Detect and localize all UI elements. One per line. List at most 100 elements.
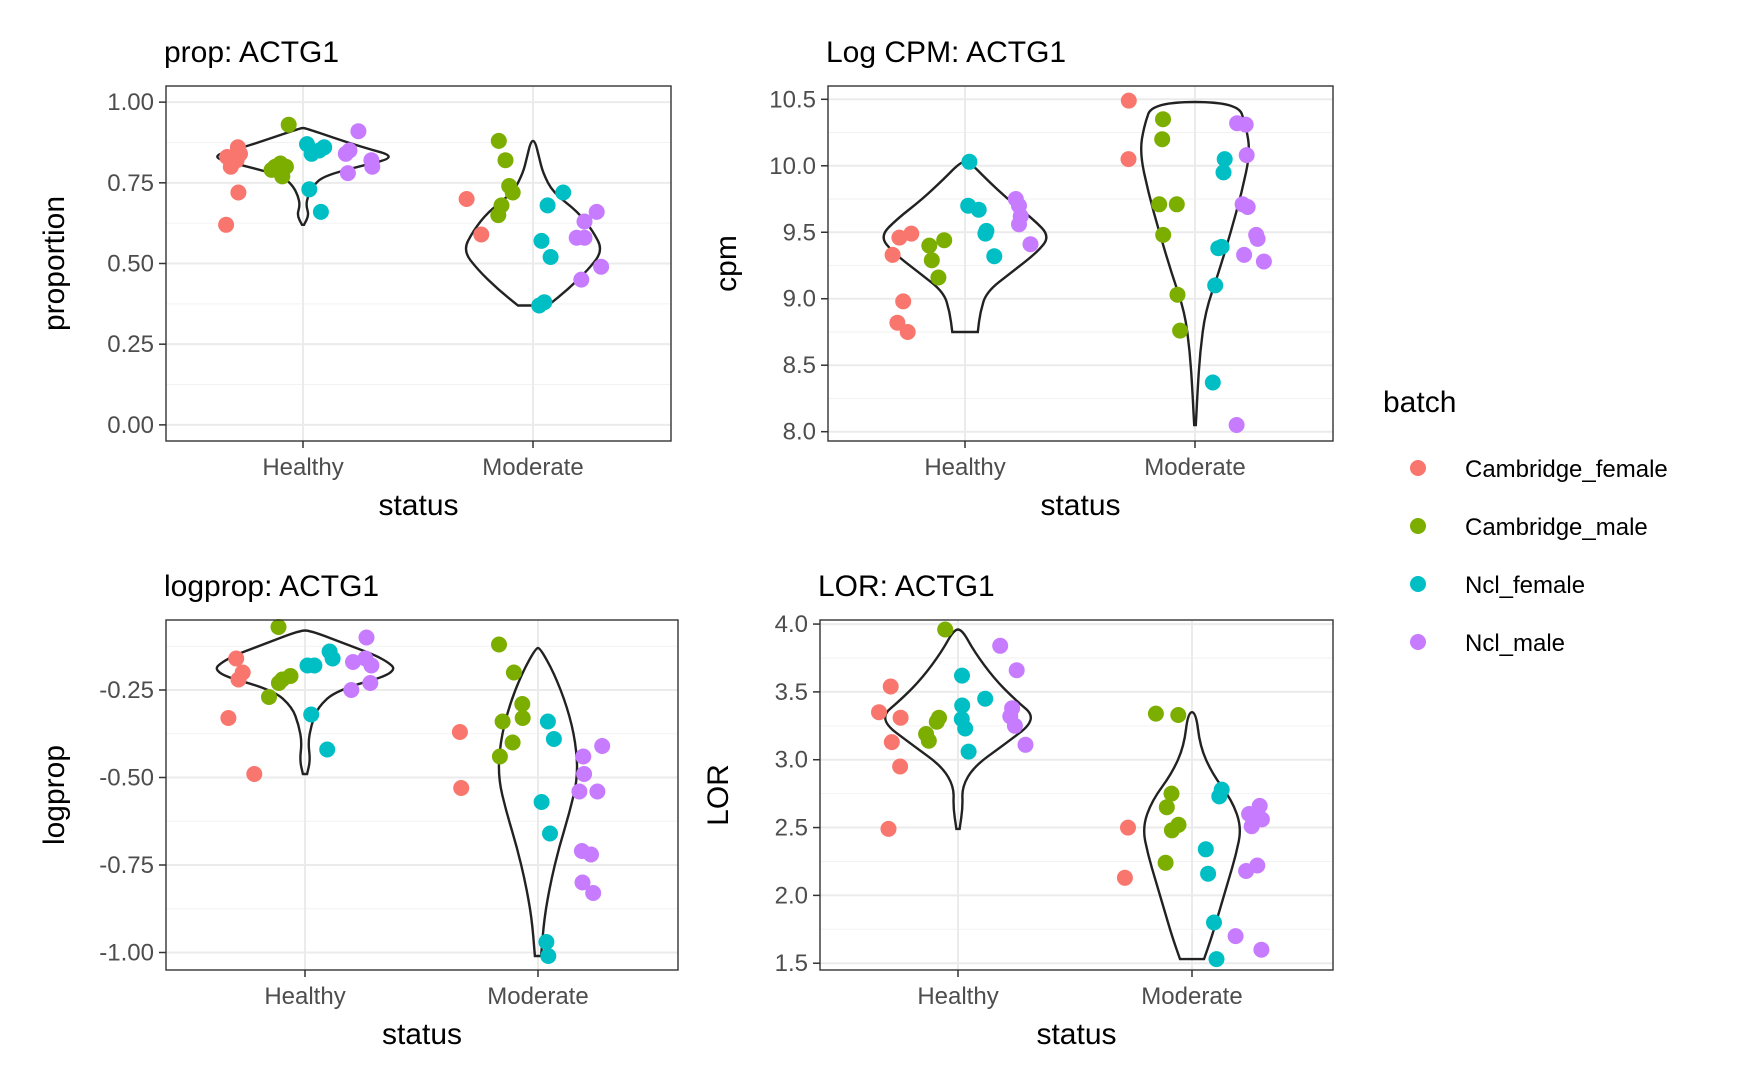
data-point-ncl-female — [533, 232, 550, 249]
data-point-cambridge-male — [1158, 799, 1175, 816]
data-point-ncl-male — [568, 229, 585, 246]
panel-proportion: 0.00 0.25 0.50 0.75 1.00 Healthy Moderate prop:… — [38, 36, 672, 522]
data-point-cambridge-male — [936, 232, 953, 249]
data-point-cambridge-male — [1155, 226, 1172, 243]
y-tick-label: 2.5 — [775, 815, 808, 842]
data-point-cambridge-male — [1155, 111, 1171, 128]
data-point-ncl-male — [358, 629, 375, 646]
violin-moderate — [497, 646, 579, 958]
data-point-ncl-male — [583, 846, 599, 863]
y-tick-label: -0.75 — [99, 852, 154, 879]
y-tick-label: 3.5 — [775, 679, 808, 706]
data-point-cambridge-female — [891, 229, 908, 246]
data-point-cambridge-female — [228, 152, 245, 169]
legend-title: batch — [1383, 386, 1456, 419]
data-point-ncl-female — [977, 690, 994, 707]
y-axis-title: logprop — [38, 745, 71, 845]
data-point-cambridge-female — [871, 704, 887, 721]
data-point-cambridge-male — [1163, 822, 1180, 839]
data-point-cambridge-male — [270, 675, 287, 691]
data-point-ncl-male — [1238, 863, 1255, 879]
data-point-ncl-male — [571, 783, 588, 800]
panel-lor: 1.5 2.0 2.5 3.0 3.5 4.0 Healthy Moderate LOR: AC… — [702, 570, 1334, 1051]
y-tick-label: 9.5 — [783, 219, 816, 246]
data-point-ncl-male — [1227, 928, 1244, 945]
data-point-ncl-male — [1243, 818, 1260, 835]
data-point-ncl-female — [1207, 277, 1224, 294]
data-point-ncl-male — [1008, 662, 1025, 679]
y-tick-label: 10.5 — [769, 86, 816, 113]
data-point-ncl-male — [1236, 246, 1253, 263]
data-point-ncl-female — [986, 248, 1003, 265]
data-point-ncl-male — [337, 145, 354, 162]
data-point-ncl-male — [350, 123, 367, 140]
data-point-ncl-female — [324, 650, 341, 667]
data-point-cambridge-male — [280, 116, 297, 133]
data-point-ncl-male — [339, 165, 356, 182]
panel-title: prop: ACTG1 — [164, 36, 339, 69]
data-point-cambridge-male — [274, 168, 291, 185]
x-tick-label-moderate: Moderate — [1144, 454, 1245, 481]
data-point-ncl-male — [1255, 253, 1272, 270]
y-tick-label: 8.5 — [783, 352, 816, 379]
y-tick-label: 0.25 — [107, 331, 154, 358]
data-point-ncl-male — [574, 874, 591, 891]
legend-item: Ncl_male — [1410, 630, 1565, 657]
data-point-cambridge-female — [220, 710, 237, 726]
y-axis-title: proportion — [38, 196, 71, 331]
data-point-cambridge-male — [494, 713, 511, 730]
data-point-ncl-female — [977, 225, 994, 242]
y-tick-label: 0.75 — [107, 170, 154, 197]
y-axis-title: LOR — [702, 764, 735, 826]
data-point-ncl-female — [540, 948, 557, 964]
data-point-ncl-female — [954, 697, 971, 714]
data-point-ncl-male — [589, 783, 606, 800]
data-point-cambridge-female — [1116, 869, 1133, 886]
data-point-ncl-male — [576, 766, 593, 782]
data-point-ncl-male — [585, 885, 602, 901]
x-tick-label-healthy: Healthy — [262, 454, 343, 481]
data-point-ncl-female — [1210, 240, 1227, 257]
legend-key-cambridge-male — [1410, 518, 1426, 534]
violin-moderate — [1142, 710, 1242, 961]
data-point-ncl-female — [312, 203, 329, 220]
data-point-cambridge-male — [1172, 322, 1189, 339]
violins — [884, 628, 1242, 961]
data-point-ncl-female — [555, 184, 572, 201]
panel-title: logprop: ACTG1 — [164, 570, 379, 603]
data-point-cambridge-male — [505, 664, 522, 681]
data-point-cambridge-female — [1120, 151, 1137, 168]
data-point-ncl-female — [1215, 164, 1232, 181]
data-point-cambridge-male — [928, 713, 945, 730]
y-axis-title: cpm — [710, 235, 743, 292]
data-point-cambridge-male — [504, 184, 521, 201]
data-point-ncl-female — [538, 934, 555, 950]
data-point-ncl-female — [545, 731, 562, 747]
legend-key-ncl-male — [1410, 634, 1426, 650]
data-point-cambridge-male — [1154, 131, 1171, 148]
data-point-cambridge-male — [1151, 196, 1168, 213]
data-point-ncl-female — [1211, 788, 1228, 805]
data-point-ncl-male — [1011, 216, 1027, 233]
data-point-ncl-female — [303, 145, 320, 162]
y-tick-label: 3.0 — [775, 747, 808, 774]
data-point-cambridge-male — [930, 269, 947, 286]
points — [884, 92, 1272, 433]
y-tick-label: 0.50 — [107, 251, 154, 278]
y-tick-label: 2.0 — [775, 882, 808, 909]
data-point-cambridge-female — [899, 324, 916, 340]
data-point-cambridge-male — [1169, 286, 1186, 303]
panel-cpm: 8.0 8.5 9.0 9.5 10.0 10.5 Healthy Moderate Log C… — [710, 36, 1334, 522]
violin-healthy — [215, 629, 395, 776]
data-point-ncl-female — [1204, 374, 1221, 391]
data-point-cambridge-female — [473, 226, 490, 243]
data-point-ncl-female — [316, 139, 333, 156]
data-point-ncl-male — [1228, 417, 1245, 433]
points — [871, 621, 1270, 968]
data-point-cambridge-female — [895, 293, 912, 310]
data-point-ncl-female — [960, 743, 977, 760]
legend: batch Cambridge_female Cambridge_male Nc… — [1383, 386, 1668, 657]
data-point-ncl-male — [1017, 736, 1034, 753]
violins — [215, 629, 579, 958]
